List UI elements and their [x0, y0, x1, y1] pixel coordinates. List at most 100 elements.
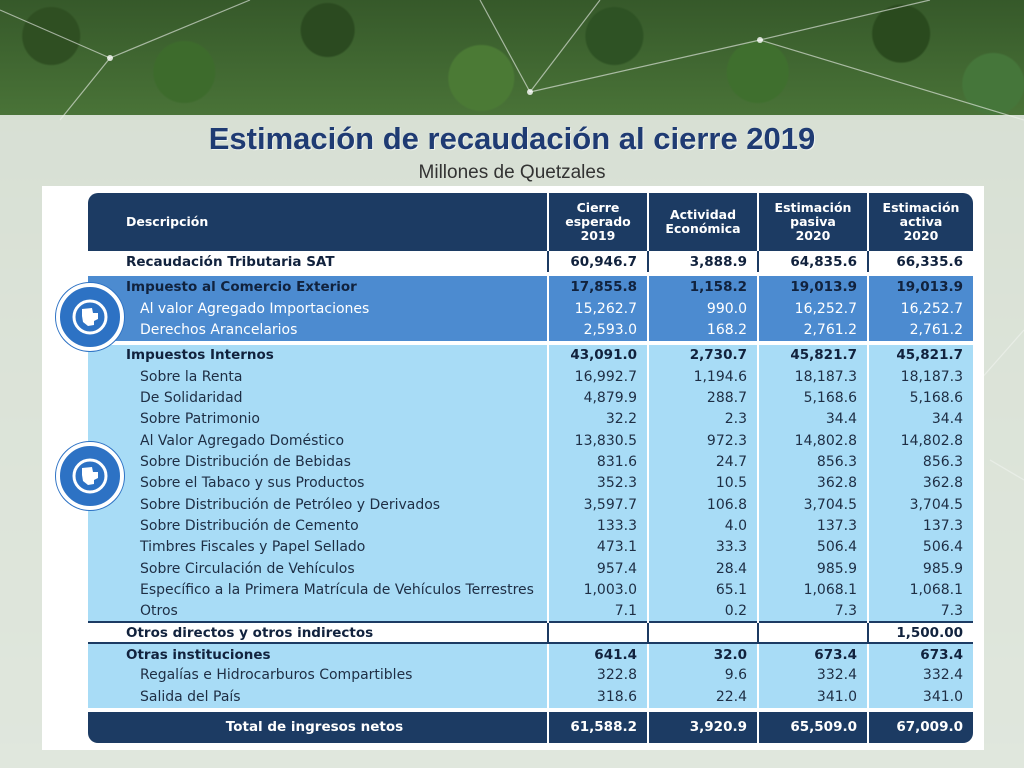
row-value: 352.3: [547, 472, 648, 495]
row-gap: [88, 272, 973, 277]
row-value: 18,187.3: [757, 366, 868, 388]
column-header-line: Cierre: [576, 200, 620, 215]
row-value: 137.3: [757, 515, 868, 537]
row-value: 362.8: [867, 472, 973, 495]
row-value: 3,888.9: [647, 251, 758, 273]
row-gap-cell: [88, 707, 973, 712]
badge-internos: [56, 442, 124, 510]
row-value: 28.4: [647, 558, 758, 580]
row-label: Sobre Distribución de Bebidas: [88, 451, 548, 473]
row-value: 137.3: [867, 515, 973, 537]
row-gap: [88, 340, 973, 345]
column-header-1: Cierre esperado 2019: [547, 193, 648, 251]
table-row: Otras instituciones 641.4 32.0 673.4 673.4: [88, 642, 973, 665]
row-label: Otros directos y otros indirectos: [88, 621, 548, 644]
column-header-4: Estimación activa 2020: [867, 193, 973, 251]
row-value: 10.5: [647, 472, 758, 495]
row-value: 4.0: [647, 515, 758, 537]
table-row: Recaudación Tributaria SAT 60,946.7 3,888.…: [88, 251, 973, 273]
table-row: Otros 7.1 0.2 7.3 7.3: [88, 600, 973, 623]
row-value: 2,730.7: [647, 344, 758, 366]
column-header-line: 2020: [903, 228, 939, 243]
row-label: Derechos Arancelarios: [88, 319, 548, 341]
row-value: 3,597.7: [547, 494, 648, 516]
column-header-line: Estimación: [882, 200, 960, 215]
table-row: Otros directos y otros indirectos 1,500.0…: [88, 621, 973, 644]
row-value: 4,879.9: [547, 387, 648, 409]
row-value: 64,835.6: [757, 251, 868, 273]
row-value: 641.4: [547, 642, 648, 665]
row-value: [647, 621, 758, 644]
row-value: 19,013.9: [757, 276, 868, 298]
column-header-line: Estimación: [774, 200, 852, 215]
column-header-line: esperado: [565, 214, 631, 229]
row-value: 1,500.00: [867, 621, 973, 644]
column-header-3: Estimación pasiva 2020: [757, 193, 868, 251]
row-value: 506.4: [867, 536, 973, 559]
row-value: 5,168.6: [867, 387, 973, 409]
row-value: 972.3: [647, 430, 758, 452]
row-value: 14,802.8: [757, 430, 868, 452]
row-value: 17,855.8: [547, 276, 648, 298]
row-value: 985.9: [867, 558, 973, 580]
row-value: [757, 621, 868, 644]
row-label: Impuesto al Comercio Exterior: [88, 276, 548, 298]
column-header-line: 2019: [580, 228, 616, 243]
row-value: 288.7: [647, 387, 758, 409]
row-value: 1,194.6: [647, 366, 758, 388]
row-value: 45,821.7: [757, 344, 868, 366]
row-label: De Solidaridad: [88, 387, 548, 409]
row-value: 332.4: [757, 664, 868, 687]
row-value: 66,335.6: [867, 251, 973, 273]
row-label: Salida del País: [88, 686, 548, 708]
row-value: 7.3: [867, 600, 973, 623]
table-row: Sobre el Tabaco y sus Productos 352.3 10.5…: [88, 472, 973, 495]
table-row: Salida del País 318.6 22.4 341.0 341.0: [88, 686, 973, 708]
column-header-line: Económica: [665, 221, 741, 236]
column-header-line: 2020: [795, 228, 831, 243]
row-label: Al valor Agregado Importaciones: [88, 297, 548, 320]
row-value: 1,003.0: [547, 579, 648, 601]
row-value: 673.4: [867, 642, 973, 665]
revenue-table-container: Descripción Cierre esperado 2019 Actividad Ec…: [88, 193, 973, 743]
table-row: Regalías e Hidrocarburos Compartibles 322…: [88, 664, 973, 687]
row-value: 19,013.9: [867, 276, 973, 298]
table-row: Sobre Patrimonio 32.2 2.3 34.4 34.4: [88, 408, 973, 431]
row-value: 1,068.1: [867, 579, 973, 601]
row-value: 3,704.5: [867, 494, 973, 516]
guatemala-map-icon: [72, 299, 108, 335]
total-value: 67,009.0: [867, 711, 973, 743]
table-row: De Solidaridad 4,879.9 288.7 5,168.6 5,168.6: [88, 387, 973, 409]
row-gap-cell: [88, 340, 973, 345]
row-value: 106.8: [647, 494, 758, 516]
row-value: 856.3: [757, 451, 868, 473]
row-value: 673.4: [757, 642, 868, 665]
row-value: 34.4: [867, 408, 973, 431]
row-value: 9.6: [647, 664, 758, 687]
row-value: 168.2: [647, 319, 758, 341]
table-header-row: Descripción Cierre esperado 2019 Actividad Ec…: [88, 193, 973, 251]
table-row: Al Valor Agregado Doméstico 13,830.5 972.3…: [88, 430, 973, 452]
row-value: 15,262.7: [547, 297, 648, 320]
table-row: Timbres Fiscales y Papel Sellado 473.1 33.…: [88, 536, 973, 559]
page-subtitle: Millones de Quetzales: [418, 162, 606, 183]
row-value: 33.3: [647, 536, 758, 559]
row-value: 332.4: [867, 664, 973, 687]
row-value: 985.9: [757, 558, 868, 580]
guatemala-map-icon: [72, 458, 108, 494]
table-row: Sobre Distribución de Petróleo y Derivad…: [88, 494, 973, 516]
row-label: Específico a la Primera Matrícula de Veh…: [88, 579, 548, 601]
page-title: Estimación de recaudación al cierre 2019: [208, 121, 816, 156]
row-value: 16,992.7: [547, 366, 648, 388]
row-gap-cell: [88, 272, 973, 277]
row-label: Recaudación Tributaria SAT: [88, 251, 548, 273]
total-label: Total de ingresos netos: [88, 711, 548, 743]
row-value: 60,946.7: [547, 251, 648, 273]
row-gap: [88, 707, 973, 712]
row-value: 322.8: [547, 664, 648, 687]
table-row: Sobre Distribución de Bebidas 831.6 24.7 85…: [88, 451, 973, 473]
row-value: 856.3: [867, 451, 973, 473]
row-value: [547, 621, 648, 644]
table-row: Impuestos Internos 43,091.0 2,730.7 45,821.…: [88, 344, 973, 366]
row-value: 7.3: [757, 600, 868, 623]
